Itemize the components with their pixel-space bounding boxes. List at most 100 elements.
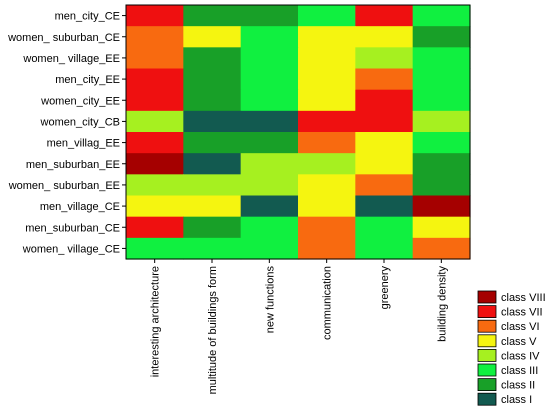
heatmap-cell — [183, 195, 242, 218]
legend-label: class II — [501, 380, 535, 392]
legend-swatch — [477, 348, 497, 362]
row-label: men_suburban_EE — [26, 159, 120, 171]
legend-swatch — [477, 378, 497, 392]
legend-label: class VII — [501, 307, 543, 319]
heatmap-cell — [126, 110, 184, 133]
legend-label: class I — [501, 394, 532, 406]
heatmap-cell — [183, 216, 242, 239]
heatmap-cell — [355, 68, 414, 91]
column-label: building density — [436, 266, 448, 342]
heatmap-cell — [298, 47, 356, 70]
heatmap-cell — [298, 216, 356, 239]
column-label: multitude of buildings form — [207, 266, 219, 394]
row-label: women_ suburban_EE — [8, 180, 120, 192]
heatmap-cell — [412, 89, 471, 112]
heatmap-cell — [126, 132, 184, 154]
column-label: greenery — [379, 266, 391, 310]
heatmap-cell — [240, 153, 299, 175]
heatmap-cell — [355, 174, 414, 197]
heatmap-cell — [355, 195, 414, 218]
heatmap-cell — [126, 237, 184, 260]
heatmap-cell — [240, 195, 299, 218]
heatmap-cell — [412, 5, 471, 27]
heatmap-cells — [126, 5, 471, 260]
heatmap-cell — [183, 110, 242, 133]
heatmap-cell — [126, 216, 184, 239]
heatmap-cell — [355, 237, 414, 260]
heatmap-cell — [240, 216, 299, 239]
column-label: new functions — [264, 266, 276, 334]
row-label: men_city_CE — [55, 11, 120, 23]
row-label: men_city_EE — [55, 74, 120, 86]
row-labels: men_city_CE women_ suburban_CE women_ vill… — [7, 11, 126, 255]
heatmap-cell — [126, 5, 184, 27]
row-label: women_ village_EE — [22, 53, 120, 65]
legend-swatch — [477, 334, 497, 348]
heatmap-cell — [355, 153, 414, 175]
heatmap-cell — [126, 89, 184, 112]
row-label: men_suburban_CE — [25, 222, 120, 234]
heatmap-cell — [240, 132, 299, 154]
heatmap-cell — [355, 5, 414, 27]
row-label: men_village_CE — [40, 201, 120, 213]
heatmap-cell — [298, 89, 356, 112]
legend-swatch — [477, 363, 497, 377]
heatmap-cell — [298, 153, 356, 175]
legend-swatch — [477, 392, 497, 406]
heatmap-cell — [355, 89, 414, 112]
heatmap-cell — [298, 195, 356, 218]
heatmap-cell — [240, 26, 299, 48]
heatmap-cell — [183, 153, 242, 175]
heatmap-cell — [183, 89, 242, 112]
heatmap-cell — [412, 47, 471, 70]
heatmap-cell — [412, 216, 471, 239]
heatmap-cell — [355, 26, 414, 48]
legend-label: class VI — [501, 321, 540, 333]
column-label: interesting architecture — [150, 266, 162, 377]
heatmap-cell — [412, 195, 471, 218]
row-label: women_city_CB — [40, 116, 120, 128]
heatmap-cell — [412, 153, 471, 175]
heatmap-cell — [240, 5, 299, 27]
legend-label: class IV — [501, 350, 540, 362]
heatmap-cell — [126, 174, 184, 197]
column-label: communication — [322, 266, 334, 340]
heatmap-cell — [298, 110, 356, 133]
heatmap-cell — [126, 68, 184, 91]
legend: class VIII class VII class VI class V class … — [477, 290, 546, 406]
plot-frame — [125, 4, 471, 260]
heatmap-cell — [298, 132, 356, 154]
heatmap-cell — [298, 237, 356, 260]
row-label: men_villag_EE — [47, 138, 120, 150]
heatmap-cell — [183, 5, 242, 27]
legend-swatch — [477, 319, 497, 333]
heatmap-cell — [240, 237, 299, 260]
heatmap-cell — [240, 174, 299, 197]
row-label: women_city_EE — [40, 95, 120, 107]
legend-label: class III — [501, 365, 538, 377]
row-label: women_ suburban_CE — [7, 32, 120, 44]
heatmap-cell — [240, 47, 299, 70]
heatmap-cell — [355, 47, 414, 70]
heatmap-cell — [126, 153, 184, 175]
heatmap-cell — [412, 237, 471, 260]
heatmap-cell — [298, 68, 356, 91]
heatmap-cell — [183, 47, 242, 70]
heatmap-cell — [412, 132, 471, 154]
column-labels: interesting architecture multitude of bui… — [150, 259, 448, 394]
heatmap-cell — [355, 110, 414, 133]
heatmap-cell — [126, 195, 184, 218]
heatmap-cell — [183, 237, 242, 260]
heatmap-cell — [126, 26, 184, 48]
heatmap-cell — [412, 110, 471, 133]
legend-swatch — [477, 290, 497, 304]
heatmap-cell — [298, 5, 356, 27]
heatmap-cell — [355, 216, 414, 239]
heatmap-cell — [355, 132, 414, 154]
heatmap-cell — [183, 68, 242, 91]
heatmap-cell — [240, 68, 299, 91]
heatmap-cell — [412, 26, 471, 48]
heatmap-cell — [240, 89, 299, 112]
heatmap-cell — [412, 68, 471, 91]
